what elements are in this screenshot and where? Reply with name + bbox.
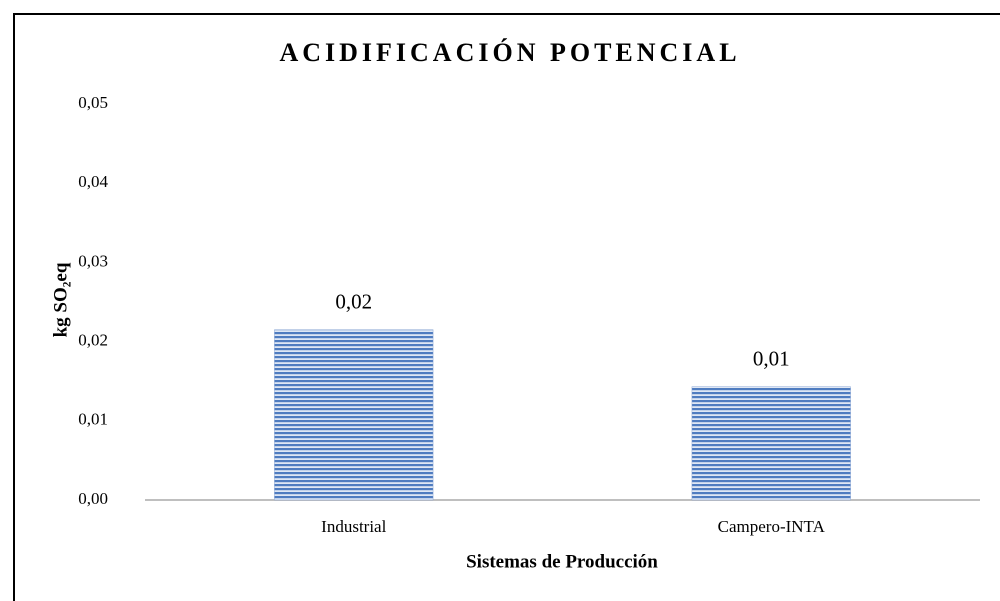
value-label: 0,01 — [753, 347, 790, 371]
bar — [274, 329, 434, 501]
x-tick-label: Industrial — [321, 517, 386, 536]
y-tick-label: 0,01 — [78, 410, 108, 429]
chart-frame — [13, 13, 1000, 601]
y-tick-label: 0,05 — [78, 93, 108, 112]
x-tick-label: Campero-INTA — [718, 517, 826, 536]
x-axis-title: Sistemas de Producción — [466, 551, 658, 572]
y-tick-label: 0,02 — [78, 331, 108, 350]
chart-title: ACIDIFICACIÓN POTENCIAL — [279, 38, 740, 67]
y-tick-label: 0,04 — [78, 172, 108, 191]
y-axis-title: kg SO₂eq — [50, 262, 71, 337]
value-label: 0,02 — [335, 290, 372, 314]
y-tick-label: 0,00 — [78, 489, 108, 508]
y-tick-label: 0,03 — [78, 251, 108, 270]
bar — [691, 386, 851, 501]
